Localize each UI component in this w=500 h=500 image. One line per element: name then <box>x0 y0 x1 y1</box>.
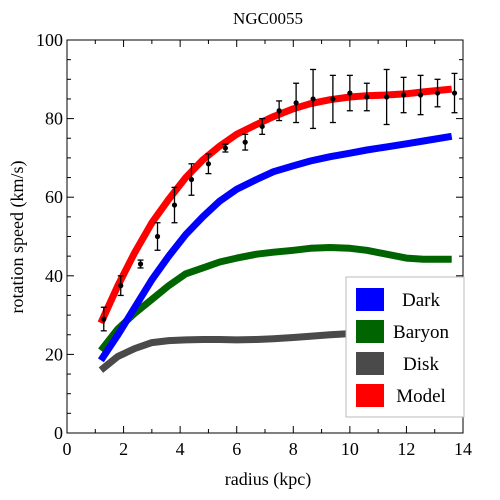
x-tick-label: 12 <box>397 439 415 459</box>
y-tick-label: 40 <box>45 266 63 286</box>
data-point <box>118 283 124 289</box>
series-line-model <box>97 85 453 325</box>
observed-point <box>417 74 424 116</box>
legend-label-dark: Dark <box>402 290 440 311</box>
y-tick-label: 0 <box>54 423 63 443</box>
legend-label-baryon: Baryon <box>393 322 449 343</box>
observed-point <box>259 117 266 135</box>
y-tick-label: 20 <box>45 344 63 364</box>
y-tick-label: 80 <box>45 109 63 129</box>
observed-point <box>293 82 300 124</box>
data-point <box>401 92 407 98</box>
data-point <box>451 90 458 96</box>
observed-point <box>171 186 178 224</box>
observed-point <box>329 74 336 124</box>
observed-point <box>222 143 229 153</box>
x-axis-label: radius (kpc) <box>225 469 311 490</box>
observed-point <box>137 259 144 269</box>
x-axis-ticks: 0 2 4 6 8 10 12 14 <box>63 40 472 459</box>
observed-point <box>117 275 124 297</box>
legend: Dark Baryon Disk Model <box>345 276 465 418</box>
data-point <box>347 90 353 96</box>
series-line-dark <box>97 132 453 363</box>
observed-point <box>100 306 107 332</box>
x-tick-label: 4 <box>176 439 185 459</box>
x-tick-label: 10 <box>341 439 359 459</box>
observed-point <box>205 153 212 175</box>
chart-title: NGC0055 <box>233 9 303 28</box>
y-tick-label: 60 <box>45 187 63 207</box>
data-point <box>205 161 212 167</box>
data-point <box>259 123 265 130</box>
legend-swatch-dark <box>356 288 384 311</box>
observed-point <box>242 133 249 151</box>
observed-point <box>400 76 407 114</box>
data-point <box>310 96 316 102</box>
observed-point <box>346 74 353 112</box>
legend-swatch-baryon <box>356 320 384 343</box>
data-point <box>137 261 144 267</box>
legend-swatch-disk <box>356 352 384 375</box>
observed-point <box>434 78 441 108</box>
data-point <box>276 108 282 114</box>
legend-label-disk: Disk <box>403 354 439 375</box>
data-point <box>364 94 370 100</box>
observed-points <box>100 68 458 332</box>
series-line-baryon <box>98 244 452 353</box>
y-axis-ticks: 0 20 40 60 80 100 <box>36 30 463 443</box>
legend-swatch-model <box>356 384 384 407</box>
x-tick-label: 6 <box>232 439 241 459</box>
observed-point <box>154 222 161 251</box>
x-tick-label: 8 <box>289 439 298 459</box>
data-point <box>222 145 228 151</box>
observed-point <box>383 68 390 126</box>
x-tick-label: 2 <box>119 439 128 459</box>
data-point <box>242 139 248 145</box>
legend-label-model: Model <box>396 386 446 407</box>
data-point <box>188 176 195 183</box>
data-point <box>417 92 424 98</box>
x-tick-label: 14 <box>454 439 472 459</box>
observed-point <box>451 72 458 114</box>
data-point <box>330 96 336 102</box>
y-tick-label: 100 <box>36 30 63 50</box>
observed-point <box>276 100 283 122</box>
data-point <box>171 202 178 208</box>
x-tick-label: 0 <box>63 439 72 459</box>
data-point <box>384 94 390 100</box>
data-point <box>434 90 441 96</box>
data-point <box>154 233 161 240</box>
y-axis-label: rotation speed (km/s) <box>7 161 28 314</box>
data-point <box>293 100 299 106</box>
observed-point <box>363 82 370 112</box>
observed-point <box>310 68 317 130</box>
data-point <box>101 316 107 322</box>
observed-point <box>188 163 195 196</box>
